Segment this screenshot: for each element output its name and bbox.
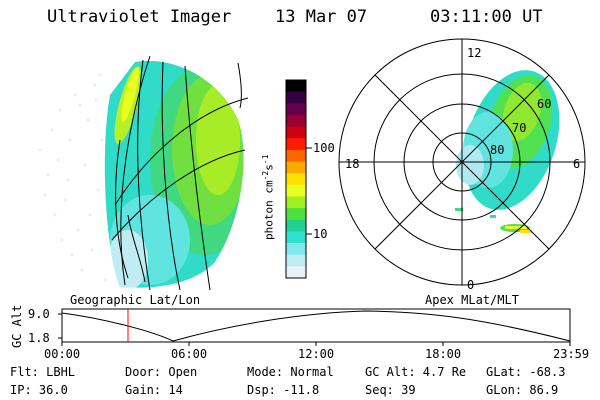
info-gain: Gain: 14 <box>125 383 183 397</box>
altitude-plot <box>58 308 571 346</box>
colorbar-cell <box>286 91 306 104</box>
colorbar-cell <box>286 219 306 232</box>
mlt-label-0: 0 <box>467 278 475 292</box>
colorbar-cell <box>286 126 306 139</box>
colorbar-cell <box>286 196 306 209</box>
colorbar-tick-100: 100 <box>313 141 335 155</box>
polar-panel-label: Apex MLat/MLT <box>425 293 519 307</box>
info-door: Door: Open <box>125 365 198 379</box>
altitude-ytick-high: 9.0 <box>28 307 50 321</box>
date-label: 13 Mar 07 <box>275 7 368 27</box>
info-dsp: Dsp: -11.8 <box>247 383 320 397</box>
mlt-label-6: 6 <box>573 157 581 171</box>
info-glat: GLat: -68.3 <box>486 365 566 379</box>
altitude-ylabel: GC Alt <box>10 304 24 348</box>
info-glon: GLon: 86.9 <box>486 383 559 397</box>
time-label: 03:11:00 UT <box>430 7 543 27</box>
altitude-xtick-2: 12:00 <box>298 347 335 361</box>
polar-panel <box>338 38 586 286</box>
info-gcalt: GC Alt: 4.7 Re <box>365 365 467 379</box>
colorbar-cell <box>286 208 306 221</box>
altitude-curve <box>61 310 571 342</box>
colorbar <box>285 79 312 279</box>
lat-label-80: 80 <box>490 143 505 157</box>
info-seq: Seq: 39 <box>365 383 416 397</box>
altitude-xtick-1: 06:00 <box>171 347 208 361</box>
mlt-label-18: 18 <box>345 157 360 171</box>
colorbar-cell <box>286 138 306 151</box>
geo-grid-lines <box>111 55 249 291</box>
colorbar-cell <box>286 184 306 197</box>
altitude-xtick-3: 18:00 <box>425 347 462 361</box>
title: Ultraviolet Imager <box>47 7 232 27</box>
info-mode: Mode: Normal <box>247 365 334 379</box>
colorbar-cell <box>286 173 306 186</box>
colorbar-cell <box>286 149 306 163</box>
colorbar-cell <box>286 254 306 267</box>
colorbar-cell <box>286 243 306 256</box>
info-flt: Flt: LBHL <box>10 365 76 379</box>
altitude-ytick-low: 1.8 <box>28 331 50 345</box>
geo-panel-label: Geographic Lat/Lon <box>70 293 201 307</box>
altitude-ticks <box>58 313 571 346</box>
noise-speckle <box>38 73 110 282</box>
colorbar-unit-label: photon cm-2s-1 <box>261 154 276 240</box>
altitude-xtick-0: 00:00 <box>44 347 81 361</box>
lat-label-60: 60 <box>537 97 552 111</box>
polar-grid <box>338 38 586 286</box>
mlt-label-12: 12 <box>467 46 482 60</box>
colorbar-cell <box>286 103 306 116</box>
info-ip: IP: 36.0 <box>10 383 68 397</box>
colorbar-cell <box>286 161 306 174</box>
colorbar-cell <box>286 80 306 93</box>
colorbar-cell <box>286 266 306 279</box>
colorbar-cell <box>286 114 306 128</box>
lat-label-70: 70 <box>512 121 527 135</box>
colorbar-tick-10: 10 <box>313 227 328 241</box>
geographic-image <box>38 55 249 291</box>
altitude-xtick-4: 23:59 <box>553 347 590 361</box>
colorbar-cell <box>286 231 306 244</box>
